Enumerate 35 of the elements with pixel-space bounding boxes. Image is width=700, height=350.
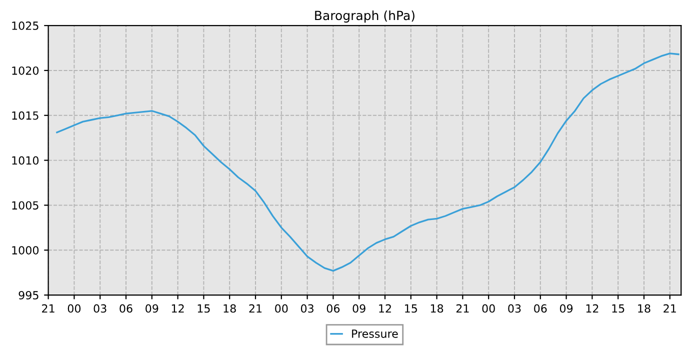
x-tick-label: 15 xyxy=(405,304,417,313)
x-tick-label: 09 xyxy=(560,304,573,313)
line-series xyxy=(56,52,680,272)
x-tick-label: 06 xyxy=(120,304,132,313)
x-tick-label: 09 xyxy=(352,304,366,313)
x-tick-label: 03 xyxy=(94,304,106,313)
x-tick-label: 15 xyxy=(198,304,210,313)
y-tick-label: 1015 xyxy=(12,111,38,120)
x-tick-label: 12 xyxy=(586,304,598,313)
y-tick-label: 1025 xyxy=(12,22,38,30)
x-tick-label: 15 xyxy=(612,304,624,313)
x-tick-label: 06 xyxy=(326,304,340,313)
x-tick-label: 03 xyxy=(300,304,314,313)
x-tick-label: 18 xyxy=(638,304,650,313)
x-tick-label: 09 xyxy=(146,304,158,313)
x-tick-label: 00 xyxy=(68,304,81,313)
x-tick-label: 21 xyxy=(456,304,469,313)
x-tick-label: 21 xyxy=(249,304,262,313)
x-tick-label: 18 xyxy=(224,304,236,313)
x-tick-label: 00 xyxy=(275,304,288,313)
y-tick-label: 1000 xyxy=(12,246,39,255)
legend-label: Pressure xyxy=(352,330,398,338)
x-tick-label: 12 xyxy=(379,304,391,313)
y-tick-label: 1010 xyxy=(12,156,39,165)
x-tick-label: 00 xyxy=(482,304,495,313)
x-tick-label: 12 xyxy=(172,304,184,313)
x-tick-label: 21 xyxy=(664,304,676,313)
x-tick-label: 18 xyxy=(430,304,444,313)
chart-title: Barograph (hPa) xyxy=(315,10,414,23)
y-tick-label: 1020 xyxy=(12,66,39,75)
x-tick-label: 03 xyxy=(508,304,521,313)
x-tick-label: 06 xyxy=(534,304,547,313)
y-tick-label: 995 xyxy=(18,291,38,300)
x-tick-label: 21 xyxy=(42,304,54,313)
y-tick-label: 1005 xyxy=(12,201,38,210)
